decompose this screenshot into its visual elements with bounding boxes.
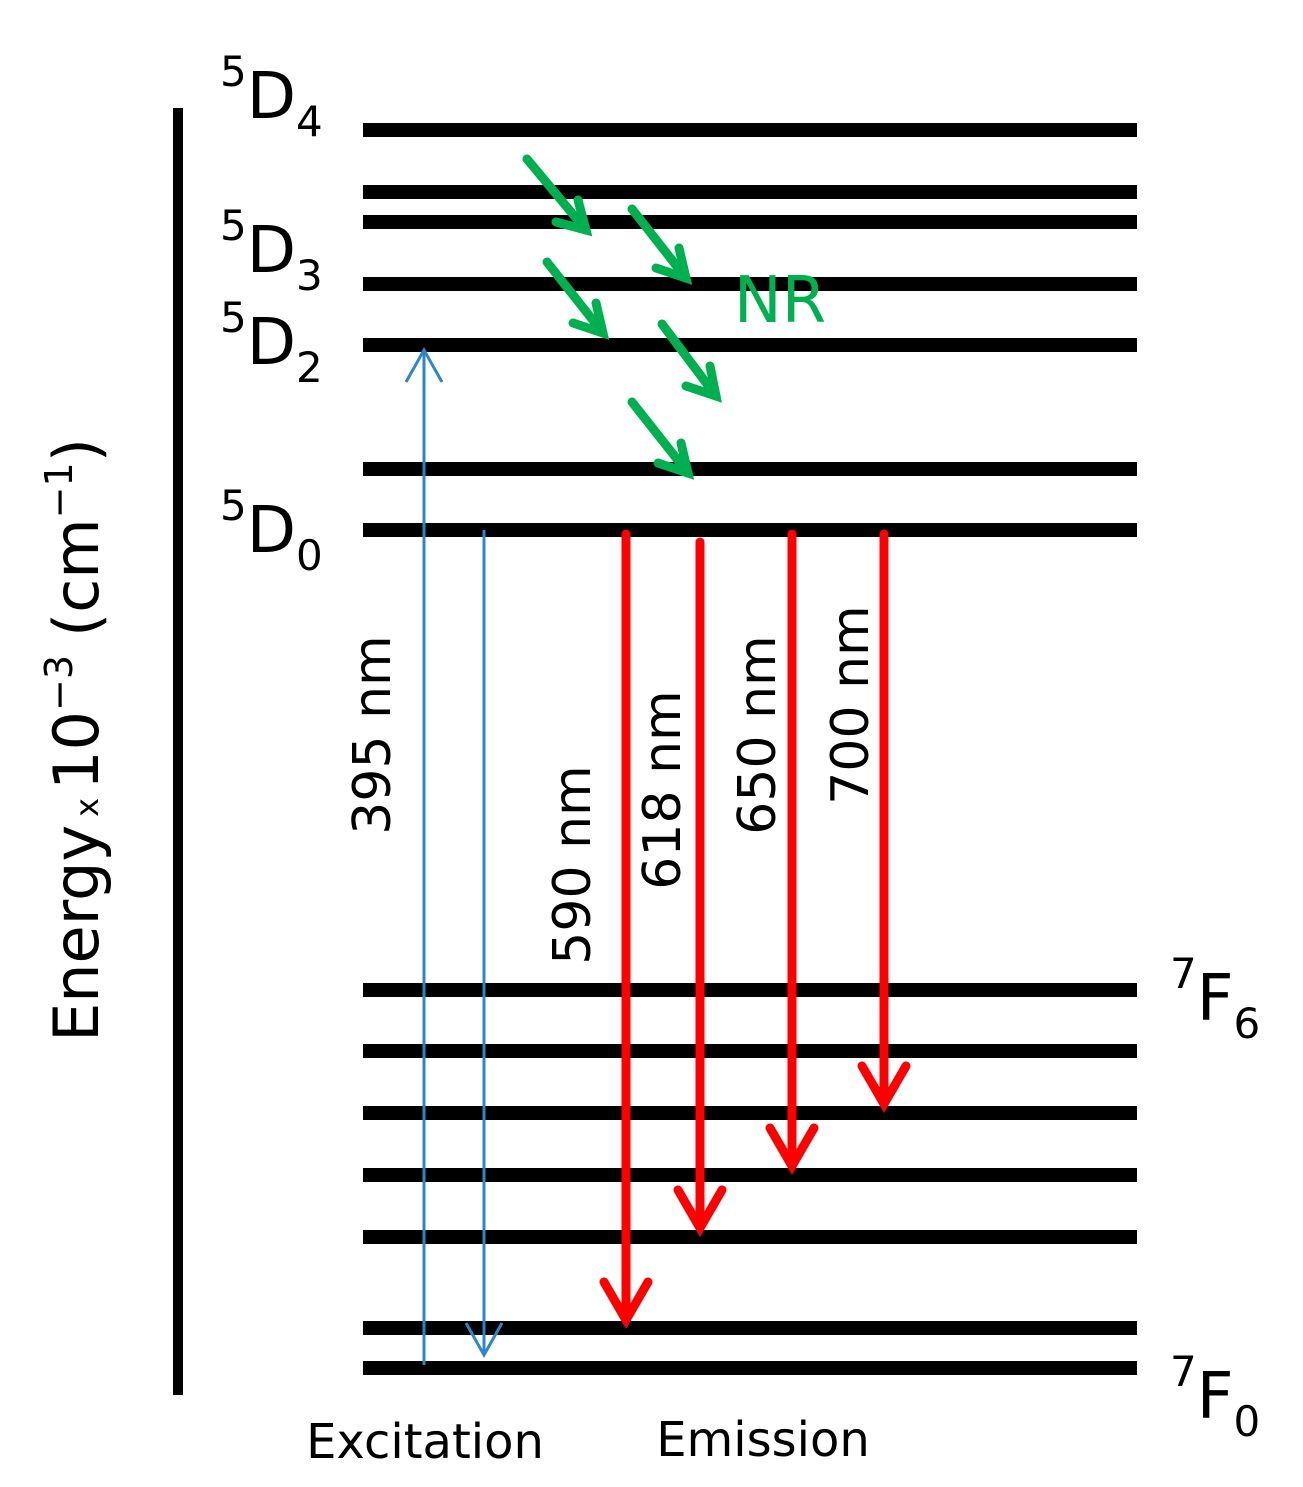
level-label-main: F — [1197, 1360, 1234, 1434]
axis-unit-exponent: −1 — [37, 462, 81, 518]
arrow-head — [404, 346, 444, 383]
emission-arrows — [599, 529, 911, 1329]
arrow-head — [681, 361, 722, 403]
level-label-sub: 6 — [1234, 999, 1261, 1048]
level-label-main: F — [1197, 962, 1234, 1036]
level-label-sup: 7 — [1170, 1347, 1197, 1396]
nr-arrow — [522, 154, 591, 235]
arrow-head — [551, 195, 593, 237]
level-label: 5D2 — [220, 293, 323, 392]
arrow-head — [765, 1123, 819, 1175]
level-label: 5D4 — [220, 47, 323, 146]
axis-exponent: −3 — [37, 655, 81, 711]
arrow-head — [568, 298, 610, 340]
nr-arrows — [522, 154, 722, 480]
level-label-main: D — [247, 60, 296, 134]
axis-times: x — [68, 798, 106, 817]
transition-label: 590 nm — [543, 765, 603, 964]
level-label-main: D — [247, 306, 296, 380]
arrow-head — [464, 1322, 504, 1359]
level-label-sup: 5 — [220, 201, 247, 250]
arrow-head — [673, 1185, 727, 1237]
levels — [363, 123, 1137, 1375]
nr-label: NR — [734, 264, 826, 338]
transition-label: 650 nm — [728, 635, 788, 834]
level-label-main: D — [247, 494, 296, 568]
level-label: 7F6 — [1170, 949, 1260, 1048]
level-label-sub: 2 — [296, 343, 323, 392]
axis-text: Energy — [40, 825, 113, 1042]
transition-label: 395 nm — [343, 635, 403, 834]
level-label-sup: 5 — [220, 293, 247, 342]
level-label-sup: 5 — [220, 47, 247, 96]
level-label-sub: 0 — [1234, 1397, 1261, 1446]
arrow-head — [857, 1061, 911, 1113]
nr-arrow — [542, 257, 608, 338]
arrow-head — [653, 438, 695, 480]
level-label-sub: 0 — [296, 531, 323, 580]
emission-label: Emission — [656, 1412, 870, 1468]
level-label-sup: 5 — [220, 481, 247, 530]
arrow-head — [599, 1277, 653, 1329]
nr-arrow — [627, 204, 691, 283]
nr-arrow — [627, 397, 693, 478]
level-label-sub: 4 — [296, 97, 323, 146]
excitation-label: Excitation — [306, 1414, 544, 1470]
level-label: 5D3 — [220, 201, 323, 300]
axis-label: Energy x 10−3 (cm−1) — [37, 438, 113, 1042]
level-label-main: D — [247, 214, 296, 288]
excitation-arrows — [404, 346, 504, 1365]
axis-unit: (cm — [40, 518, 113, 637]
transition-label: 618 nm — [633, 690, 693, 889]
level-label: 7F0 — [1170, 1347, 1260, 1446]
level-label-sub: 3 — [296, 251, 323, 300]
level-label-sup: 7 — [1170, 949, 1197, 998]
axis-base: 10 — [40, 711, 113, 790]
level-label: 5D0 — [220, 481, 323, 580]
nr-arrow — [657, 319, 721, 401]
axis-unit-close: ) — [40, 438, 113, 462]
transition-label: 700 nm — [821, 605, 881, 804]
arrow-head — [651, 243, 693, 285]
